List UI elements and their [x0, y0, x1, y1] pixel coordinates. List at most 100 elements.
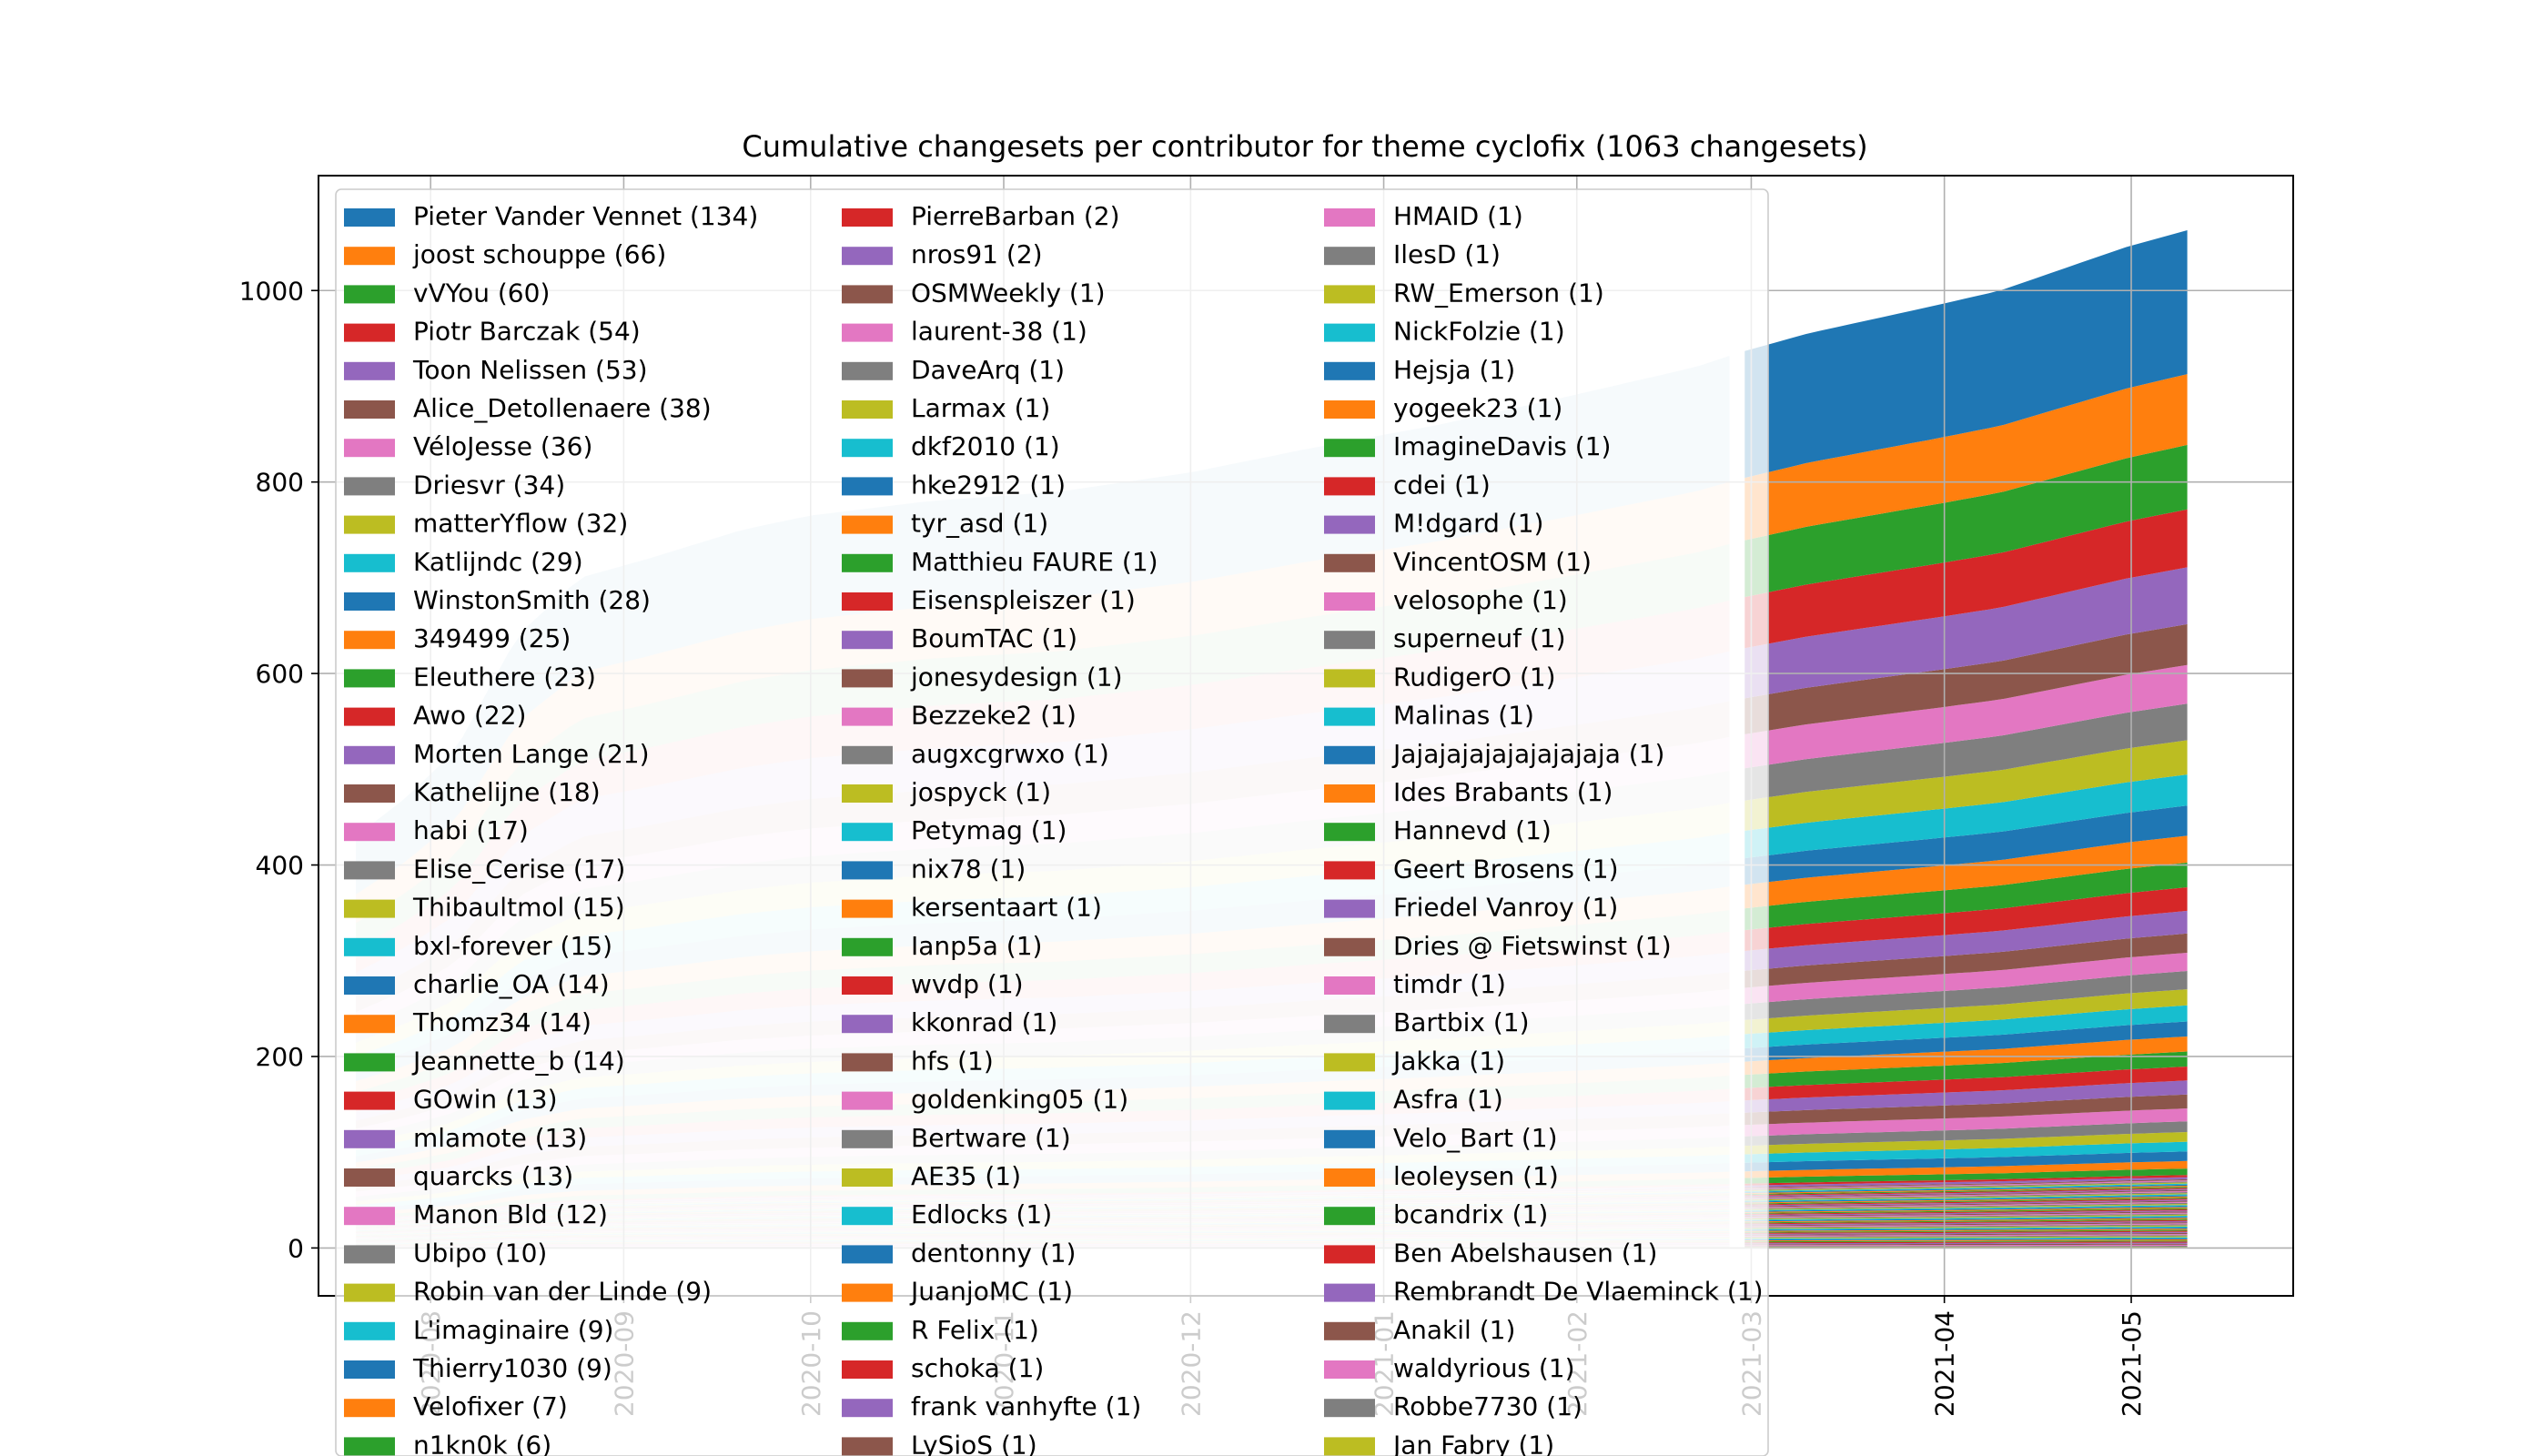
legend-swatch-87 [1324, 1015, 1375, 1034]
area-97 [1744, 1246, 2188, 1248]
legend-swatch-25 [344, 1168, 395, 1187]
legend-label-86: timdr (1) [1393, 969, 1506, 999]
legend-swatch-68 [1324, 285, 1375, 304]
area-42 [1744, 1187, 2188, 1196]
legend-label-27: Ubipo (10) [413, 1238, 547, 1268]
legend-swatch-97 [1324, 1399, 1375, 1418]
legend-swatch-72 [1324, 439, 1375, 458]
area-25 [1744, 1094, 2188, 1126]
area-11 [1744, 835, 2188, 909]
legend-swatch-64 [842, 1399, 893, 1418]
area-50 [1744, 1195, 2188, 1203]
legend-swatch-58 [842, 1168, 893, 1187]
legend-swatch-54 [842, 1015, 893, 1034]
ytick-label-1000: 1000 [239, 276, 304, 306]
area-49 [1744, 1194, 2188, 1202]
area-87 [1744, 1235, 2188, 1238]
area-15 [1744, 933, 2188, 988]
legend-swatch-8 [344, 515, 395, 534]
area-83 [1744, 1230, 2188, 1234]
legend-label-58: AE35 (1) [911, 1161, 1021, 1191]
area-39 [1744, 1183, 2188, 1193]
area-33 [1744, 1175, 2188, 1186]
legend-label-3: Piotr Barczak (54) [413, 317, 641, 347]
area-45 [1744, 1189, 2188, 1198]
legend-swatch-27 [344, 1245, 395, 1264]
legend-label-47: augxcgrwxo (1) [911, 739, 1109, 769]
area-77 [1744, 1224, 2188, 1228]
legend-label-53: wvdp (1) [911, 969, 1024, 999]
legend-label-62: R Felix (1) [911, 1315, 1039, 1345]
area-23 [1744, 1067, 2188, 1101]
legend-swatch-12 [344, 669, 395, 688]
legend-label-59: Edlocks (1) [911, 1199, 1052, 1229]
legend-label-81: Ides Brabants (1) [1393, 777, 1613, 807]
legend-swatch-96 [1324, 1360, 1375, 1379]
legend-label-76: velosophe (1) [1393, 585, 1568, 615]
legend-label-73: cdei (1) [1393, 470, 1491, 500]
legend-label-74: M!dgard (1) [1393, 509, 1543, 539]
legend-swatch-81 [1324, 784, 1375, 803]
legend-label-41: tyr_asd (1) [911, 509, 1048, 539]
legend-label-43: Eisenspleiszer (1) [911, 585, 1136, 615]
area-43 [1744, 1188, 2188, 1197]
area-62 [1744, 1208, 2188, 1214]
legend-label-23: GOwin (13) [413, 1085, 558, 1115]
legend-swatch-91 [1324, 1168, 1375, 1187]
area-84 [1744, 1231, 2188, 1235]
legend-swatch-62 [842, 1321, 893, 1340]
area-46 [1744, 1190, 2188, 1199]
legend-label-0: Pieter Vander Vennet (134) [413, 201, 758, 231]
legend-label-28: Robin van der Linde (9) [413, 1277, 712, 1307]
legend-swatch-79 [1324, 707, 1375, 726]
legend-swatch-36 [842, 323, 893, 342]
legend-label-29: L'imaginaire (9) [413, 1315, 613, 1345]
legend-label-24: mlamote (13) [413, 1123, 587, 1153]
legend-swatch-41 [842, 515, 893, 534]
area-22 [1744, 1051, 2188, 1088]
area-79 [1744, 1226, 2188, 1230]
legend-swatch-30 [344, 1360, 395, 1379]
legend-swatch-10 [344, 592, 395, 611]
area-7 [1744, 703, 2188, 801]
area-17 [1744, 971, 2188, 1020]
legend-swatch-56 [842, 1091, 893, 1110]
legend-label-78: RudigerO (1) [1393, 662, 1556, 692]
legend-label-37: DaveArq (1) [911, 355, 1065, 385]
legend-label-2: vVYou (60) [413, 278, 550, 308]
legend-label-90: Velo_Bart (1) [1393, 1123, 1558, 1153]
area-3 [1744, 509, 2188, 649]
area-26 [1744, 1108, 2188, 1137]
area-34 [1744, 1177, 2188, 1188]
legend-swatch-63 [842, 1360, 893, 1379]
legend-label-93: Ben Abelshausen (1) [1393, 1238, 1657, 1268]
legend-swatch-39 [842, 439, 893, 458]
legend-label-15: Kathelijne (18) [413, 777, 601, 807]
legend-swatch-82 [1324, 823, 1375, 842]
legend-swatch-6 [344, 439, 395, 458]
area-85 [1744, 1232, 2188, 1236]
area-41 [1744, 1186, 2188, 1195]
legend-swatch-45 [842, 669, 893, 688]
legend-swatch-93 [1324, 1245, 1375, 1264]
legend-label-94: Rembrandt De Vlaeminck (1) [1393, 1277, 1764, 1307]
chart-title: Cumulative changesets per contributor fo… [742, 129, 1867, 164]
area-21 [1744, 1036, 2188, 1076]
area-6 [1744, 664, 2188, 769]
legend-label-80: Jajajajajajajajajaja (1) [1391, 739, 1664, 769]
legend-label-77: superneuf (1) [1393, 623, 1566, 653]
area-12 [1744, 862, 2188, 931]
legend-box [335, 188, 1769, 1456]
legend-swatch-7 [344, 477, 395, 496]
legend-label-36: laurent-38 (1) [911, 317, 1087, 347]
legend-swatch-65 [842, 1437, 893, 1456]
area-63 [1744, 1208, 2188, 1215]
area-90 [1744, 1238, 2188, 1241]
legend-label-6: VéloJesse (36) [413, 431, 592, 461]
legend-swatch-73 [1324, 477, 1375, 496]
legend-swatch-40 [842, 477, 893, 496]
area-44 [1744, 1188, 2188, 1198]
legend-swatch-90 [1324, 1129, 1375, 1148]
area-9 [1744, 774, 2188, 859]
